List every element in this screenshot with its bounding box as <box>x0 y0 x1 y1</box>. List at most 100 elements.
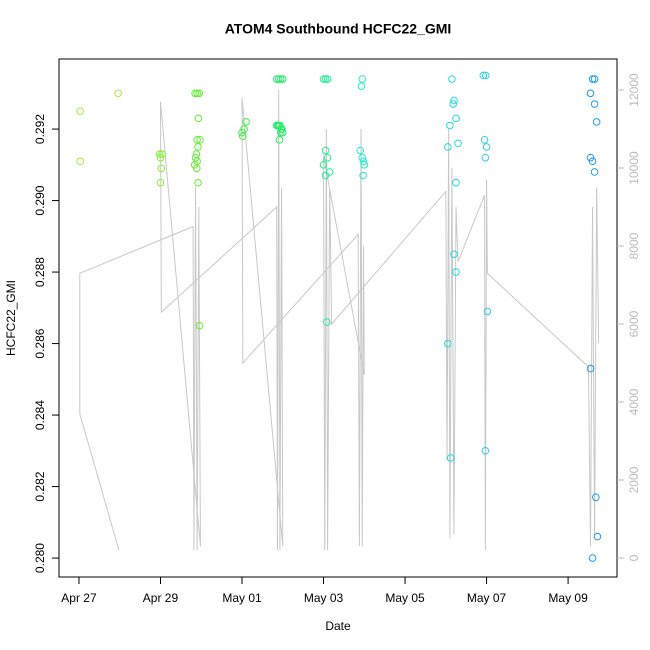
point <box>449 100 457 108</box>
point <box>448 75 456 83</box>
y-tick-label: 0.280 <box>33 543 47 573</box>
point <box>276 128 285 137</box>
point <box>450 250 458 258</box>
point <box>240 125 248 133</box>
x-tick-label: Apr 29 <box>143 591 179 605</box>
point <box>359 171 367 180</box>
point <box>195 321 204 330</box>
y2-tick-label: 0 <box>627 554 641 561</box>
y2-tick-label: 8000 <box>627 232 641 259</box>
point <box>323 75 332 83</box>
point <box>479 71 488 80</box>
y2-tick-label: 12000 <box>627 73 641 107</box>
point <box>323 153 332 162</box>
y2-tick-label: 2000 <box>627 466 641 493</box>
point <box>193 89 201 98</box>
point <box>195 89 204 98</box>
x-axis-label: Date <box>325 619 351 633</box>
x-tick-label: May 07 <box>467 591 507 605</box>
y-axis-label: HCFC22_GMI <box>4 280 18 356</box>
x-tick-label: May 01 <box>222 591 262 605</box>
point <box>446 121 454 130</box>
point <box>76 107 84 115</box>
point <box>239 132 247 141</box>
point <box>450 96 458 105</box>
point <box>194 143 202 151</box>
x-tick-label: May 05 <box>385 591 425 605</box>
y-tick-label: 0.282 <box>33 471 47 501</box>
y2-tick-label: 6000 <box>627 310 641 337</box>
point <box>452 178 460 187</box>
point <box>482 143 491 151</box>
y2-tick-label: 4000 <box>627 388 641 415</box>
point <box>446 454 455 462</box>
point <box>588 157 597 166</box>
point <box>278 128 287 137</box>
point <box>586 364 595 373</box>
point <box>194 114 203 123</box>
plot-frame <box>58 58 618 578</box>
y-tick-label: 0.290 <box>33 185 47 215</box>
point <box>196 135 204 144</box>
y-tick-label: 0.286 <box>33 328 47 358</box>
point <box>586 89 595 98</box>
point <box>278 125 286 133</box>
point <box>588 75 597 83</box>
point <box>194 178 202 187</box>
x-tick-label: Apr 27 <box>61 591 97 605</box>
y-tick-label: 0.288 <box>33 257 47 287</box>
point <box>114 89 122 98</box>
point <box>275 135 284 144</box>
point <box>321 146 330 155</box>
point <box>278 75 287 83</box>
y-tick-label: 0.284 <box>33 400 47 430</box>
point <box>481 447 490 455</box>
point <box>191 153 200 162</box>
point <box>483 307 492 316</box>
point <box>360 161 369 169</box>
point <box>156 153 165 162</box>
x-tick-label: May 03 <box>304 591 344 605</box>
point <box>481 153 490 162</box>
point <box>157 164 166 173</box>
point <box>191 89 199 98</box>
point <box>319 75 328 83</box>
point <box>358 153 367 162</box>
point <box>76 157 84 166</box>
point <box>444 339 452 348</box>
point <box>359 157 368 166</box>
point <box>242 118 250 126</box>
point <box>590 168 599 176</box>
point <box>321 171 330 180</box>
chart-title: ATOM4 Southbound HCFC22_GMI <box>225 21 452 37</box>
point <box>444 143 452 151</box>
point <box>592 118 601 126</box>
point <box>588 554 597 562</box>
point <box>358 75 367 83</box>
point <box>481 71 490 80</box>
point <box>155 150 164 158</box>
point <box>158 150 166 158</box>
point <box>452 114 460 123</box>
point <box>322 318 331 326</box>
point <box>156 178 165 187</box>
point <box>356 146 365 155</box>
point <box>276 75 285 83</box>
point <box>192 150 201 158</box>
point <box>192 164 201 173</box>
x-tick-label: May 09 <box>548 591 588 605</box>
y-tick-label: 0.292 <box>33 114 47 144</box>
point <box>452 268 460 276</box>
point <box>590 75 599 83</box>
point <box>592 493 600 502</box>
point <box>357 82 366 90</box>
point <box>590 100 599 108</box>
y2-tick-label: 10000 <box>627 151 641 185</box>
point <box>321 75 330 83</box>
point <box>193 135 201 144</box>
point <box>593 532 602 541</box>
point <box>454 139 462 148</box>
point <box>274 75 283 83</box>
point <box>480 135 489 144</box>
